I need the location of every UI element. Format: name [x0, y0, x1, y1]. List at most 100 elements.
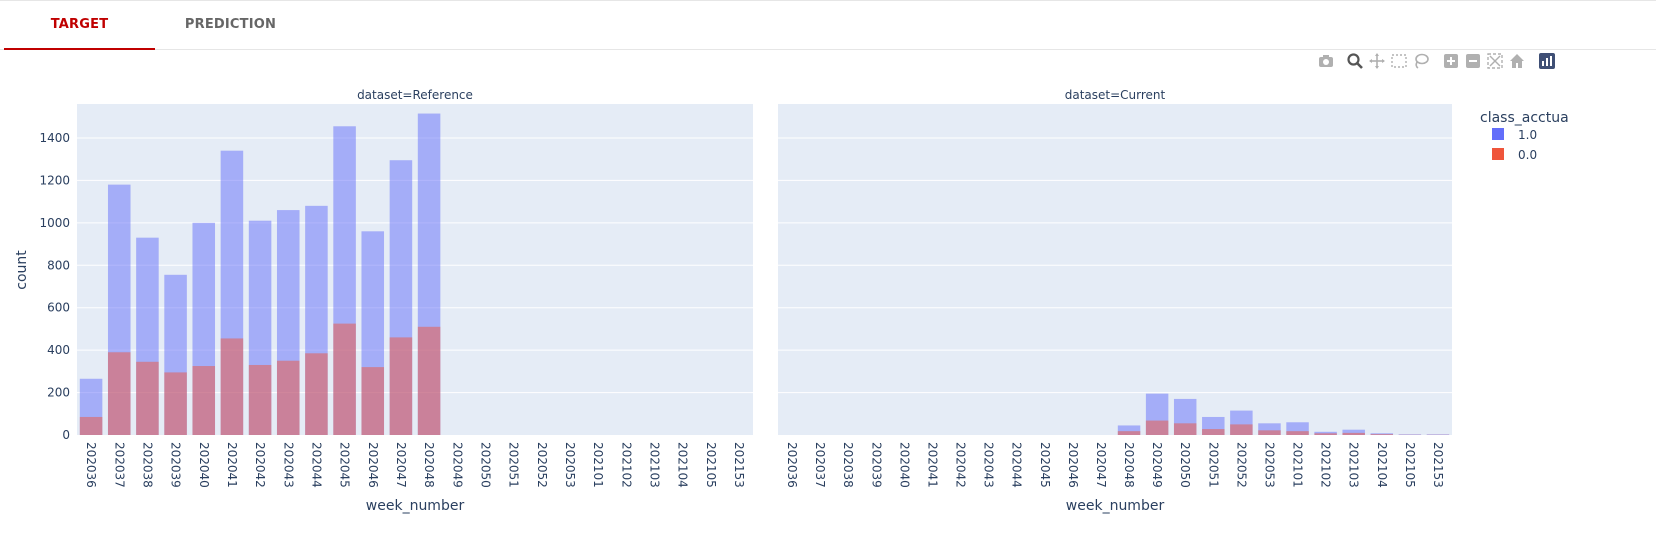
plot-area-1: [77, 104, 753, 435]
y-axis-title: count: [14, 250, 30, 290]
y-tick-label: 200: [47, 386, 70, 400]
x-tick-label: 202049: [1150, 442, 1164, 488]
bar-0.0-202051[interactable]: [1202, 429, 1225, 435]
x-tick-label: 202101: [1291, 442, 1305, 488]
bar-1.0-202047[interactable]: [389, 160, 413, 435]
bar-1.0-202039[interactable]: [164, 274, 187, 435]
x-tick-label: 202049: [450, 442, 464, 488]
bar-1.0-202153[interactable]: [1426, 434, 1450, 435]
bar-1.0-202103[interactable]: [1342, 429, 1365, 435]
bar-1.0-202044[interactable]: [305, 205, 328, 435]
bar-1.0-202038[interactable]: [136, 237, 159, 435]
zoom-icon[interactable]: [1346, 52, 1364, 70]
bar-0.0-202050[interactable]: [1173, 423, 1197, 435]
bar-0.0-202040[interactable]: [192, 366, 216, 435]
zoom-in-icon[interactable]: [1442, 52, 1460, 70]
bar-1.0-202049[interactable]: [1145, 393, 1169, 435]
x-tick-label: 202048: [422, 442, 436, 488]
bar-0.0-202036[interactable]: [79, 416, 103, 435]
bar-0.0-202042[interactable]: [248, 364, 272, 435]
bar-0.0-202104[interactable]: [1370, 434, 1394, 435]
x-tick-label: 202104: [676, 442, 690, 488]
bar-1.0-202048[interactable]: [417, 113, 441, 435]
bar-0.0-202101[interactable]: [1286, 431, 1309, 435]
bar-1.0-202036[interactable]: [79, 378, 103, 435]
bar-1.0-202046[interactable]: [361, 231, 385, 435]
bar-1.0-202048[interactable]: [1117, 425, 1141, 435]
bar-1.0-202104[interactable]: [1370, 433, 1394, 435]
y-tick-label: 1400: [39, 131, 70, 145]
bar-1.0-202101[interactable]: [1286, 422, 1309, 435]
bar-0.0-202043[interactable]: [276, 360, 300, 435]
x-tick-label: 202102: [619, 442, 633, 488]
legend-swatch-0.0[interactable]: [1492, 148, 1504, 160]
bar-0.0-202046[interactable]: [361, 367, 385, 435]
x-tick-label: 202042: [253, 442, 267, 488]
pan-icon[interactable]: [1368, 52, 1386, 70]
x-tick-label: 202045: [338, 442, 352, 488]
legend-label[interactable]: 1.0: [1518, 128, 1537, 142]
bar-0.0-202041[interactable]: [220, 338, 244, 435]
bar-1.0-202051[interactable]: [1202, 416, 1225, 435]
x-tick-label: 202036: [785, 442, 799, 488]
bar-1.0-202052[interactable]: [1230, 410, 1253, 435]
bar-1.0-202037[interactable]: [107, 184, 131, 435]
bar-0.0-202044[interactable]: [305, 353, 328, 435]
bar-0.0-202052[interactable]: [1230, 424, 1253, 435]
bar-0.0-202048[interactable]: [1117, 431, 1141, 435]
x-tick-label: 202043: [281, 442, 295, 488]
tab-bar: TARGET PREDICTION: [0, 0, 1656, 50]
bar-1.0-202041[interactable]: [220, 150, 244, 435]
bar-0.0-202045[interactable]: [333, 323, 356, 435]
plotly-logo-icon[interactable]: [1538, 52, 1556, 70]
x-tick-label: 202051: [1206, 442, 1220, 488]
bar-0.0-202037[interactable]: [107, 352, 131, 435]
bar-0.0-202103[interactable]: [1342, 432, 1365, 435]
x-tick-label: 202053: [563, 442, 577, 488]
autoscale-icon[interactable]: [1486, 52, 1504, 70]
y-tick-label: 1200: [39, 173, 70, 187]
y-tick-label: 600: [47, 301, 70, 315]
bar-0.0-202047[interactable]: [389, 337, 413, 435]
x-tick-label: 202037: [112, 442, 126, 488]
camera-icon[interactable]: [1317, 52, 1335, 70]
bar-0.0-202102[interactable]: [1314, 433, 1337, 435]
x-tick-label: 202038: [841, 442, 855, 488]
x-tick-label: 202050: [1178, 442, 1192, 488]
bar-1.0-202102[interactable]: [1314, 431, 1337, 435]
x-tick-label: 202101: [591, 442, 605, 488]
bar-0.0-202039[interactable]: [164, 372, 187, 435]
x-tick-label: 202040: [897, 442, 911, 488]
box-select-icon[interactable]: [1390, 52, 1408, 70]
x-tick-label: 202153: [1431, 442, 1445, 488]
x-tick-label: 202103: [1347, 442, 1361, 488]
bar-1.0-202043[interactable]: [276, 210, 300, 435]
y-tick-label: 1000: [39, 216, 70, 230]
tab-prediction[interactable]: PREDICTION: [184, 17, 277, 32]
bar-1.0-202053[interactable]: [1258, 423, 1281, 435]
x-tick-label: 202050: [478, 442, 492, 488]
panel-title: dataset=Current: [1065, 88, 1166, 102]
y-tick-label: 400: [47, 343, 70, 357]
bar-0.0-202038[interactable]: [136, 361, 159, 435]
zoom-out-icon[interactable]: [1464, 52, 1482, 70]
x-axis-title: week_number: [366, 498, 465, 514]
x-tick-label: 202153: [732, 442, 746, 488]
legend-label[interactable]: 0.0: [1518, 148, 1537, 162]
lasso-icon[interactable]: [1412, 52, 1430, 70]
bar-1.0-202040[interactable]: [192, 222, 216, 435]
bar-1.0-202045[interactable]: [333, 126, 356, 436]
legend-swatch-1.0[interactable]: [1492, 128, 1504, 140]
tab-target[interactable]: TARGET: [4, 1, 155, 50]
bar-0.0-202048[interactable]: [417, 326, 441, 435]
bar-1.0-202042[interactable]: [248, 220, 272, 435]
bar-0.0-202053[interactable]: [1258, 430, 1281, 435]
x-tick-label: 202052: [1234, 442, 1248, 488]
bar-1.0-202050[interactable]: [1173, 398, 1197, 435]
reset-axes-icon[interactable]: [1508, 52, 1526, 70]
bar-0.0-202049[interactable]: [1145, 420, 1169, 435]
x-tick-label: 202052: [535, 442, 549, 488]
x-tick-label: 202039: [869, 442, 883, 488]
bar-1.0-202105[interactable]: [1398, 434, 1422, 435]
